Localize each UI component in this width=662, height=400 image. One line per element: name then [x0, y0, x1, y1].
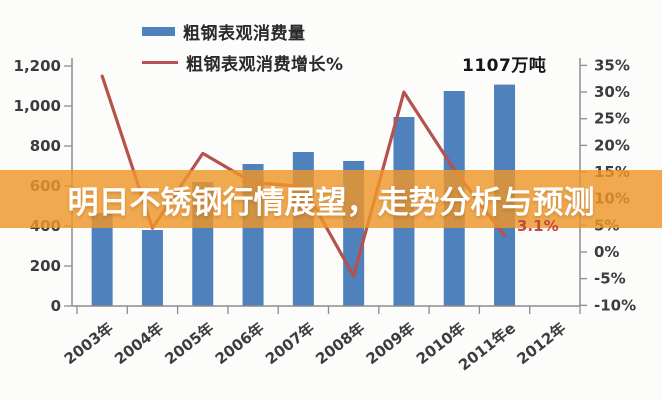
y-right-tick-label: 35%: [594, 56, 630, 74]
x-category-label: 2006年: [212, 319, 268, 368]
x-category-label: 2008年: [312, 319, 368, 368]
bar-2003年: [91, 213, 113, 306]
legend-item-consumption: 粗钢表观消费量: [142, 20, 344, 44]
legend-label-growth: 粗钢表观消费增长%: [186, 54, 344, 75]
y-left-tick-label: 0: [51, 297, 61, 315]
peak-value-annotation: 1107万吨: [462, 56, 547, 76]
legend-label-consumption: 粗钢表观消费量: [183, 23, 306, 44]
growth-value-annotation: 3.1%: [517, 217, 559, 235]
y-right-tick-label: 0%: [594, 243, 619, 261]
legend-item-growth: 粗钢表观消费增长%: [142, 51, 344, 75]
x-category-label: 2005年: [161, 319, 217, 368]
y-left-tick-label: 1,200: [14, 57, 61, 75]
legend: 粗钢表观消费量 粗钢表观消费增长%: [142, 20, 344, 75]
bar-series-swatch: [142, 26, 175, 36]
x-category-label: 2004年: [111, 319, 167, 368]
y-right-tick-label: 25%: [594, 110, 630, 128]
y-left-tick-label: 800: [30, 137, 61, 155]
line-series-swatch: [142, 60, 178, 64]
headline-text: 明日不锈钢行情展望，走势分析与预测: [67, 184, 595, 221]
x-category-label: 2012年: [514, 319, 570, 368]
x-category-label: 2003年: [61, 319, 117, 368]
y-right-tick-label: 20%: [594, 136, 630, 154]
bar-2004年: [141, 230, 163, 306]
y-right-tick-label: -10%: [594, 296, 636, 314]
x-category-label: 2009年: [363, 319, 419, 368]
y-right-tick-label: -5%: [594, 270, 626, 288]
y-left-tick-label: 200: [30, 257, 61, 275]
headline-banner: 明日不锈钢行情展望，走势分析与预测: [0, 170, 662, 228]
x-category-label: 2007年: [262, 319, 318, 368]
y-right-tick-label: 30%: [594, 83, 630, 101]
x-category-label: 2011年e: [455, 319, 519, 374]
y-left-tick-label: 1,000: [14, 97, 61, 115]
